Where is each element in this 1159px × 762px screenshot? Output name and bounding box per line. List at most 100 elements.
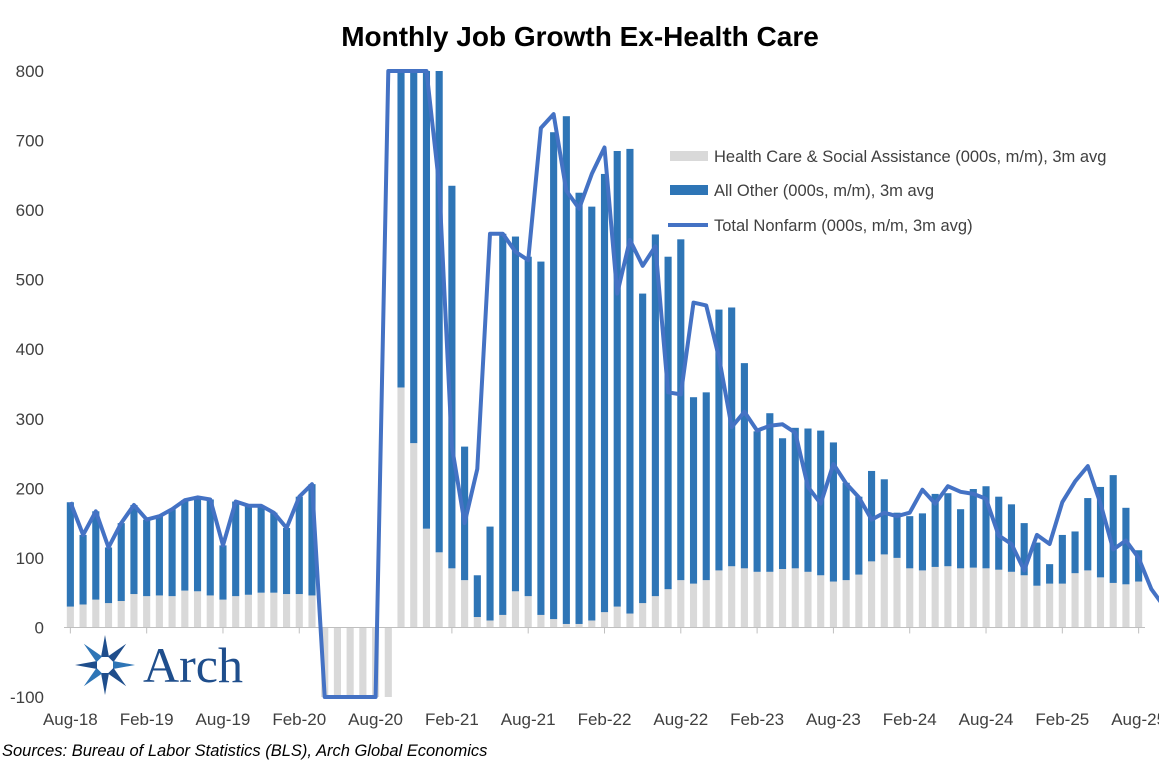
health-care-bar [410, 443, 418, 628]
all-other-bar [155, 516, 163, 596]
y-tick-label-9: -100 [10, 688, 44, 707]
health-care-bar [906, 568, 914, 628]
health-care-bar [1046, 583, 1054, 628]
health-care-bar [588, 620, 596, 628]
x-axis-ticks [69, 627, 1140, 634]
health-care-bar [550, 619, 558, 628]
all-other-bar [664, 256, 672, 590]
arch-star-icon [75, 635, 135, 695]
health-care-bar [651, 596, 659, 628]
all-other-bar [880, 479, 888, 555]
all-other-bar [702, 392, 710, 581]
health-care-bars [66, 387, 1143, 697]
health-care-bar [308, 595, 316, 628]
all-other-bar [422, 71, 431, 529]
all-other-bar [562, 116, 570, 624]
health-care-bar [728, 566, 736, 628]
x-tick-label-12: Aug-24 [959, 710, 1014, 729]
health-care-bar [600, 612, 609, 628]
all-other-bar [600, 173, 609, 613]
x-tick-label-6: Aug-21 [501, 710, 556, 729]
health-care-bar [168, 596, 176, 628]
all-other-bar [804, 428, 812, 572]
health-care-bar [206, 595, 214, 628]
health-care-bar [791, 568, 799, 628]
health-care-bar [486, 620, 494, 628]
legend-swatch-all-other [670, 185, 708, 195]
all-other-bar [778, 438, 787, 570]
health-care-bar [562, 623, 570, 628]
all-other-bar [766, 413, 774, 572]
health-care-bar [66, 606, 74, 628]
all-other-bar [588, 206, 596, 621]
health-care-bar [918, 570, 927, 628]
all-other-bar [486, 526, 494, 621]
source-note: Sources: Bureau of Labor Statistics (BLS… [2, 742, 487, 760]
health-care-bar [982, 568, 990, 628]
all-other-bar [1084, 498, 1092, 571]
all-other-bar [295, 496, 303, 595]
all-other-bar [397, 71, 405, 388]
health-care-bar [639, 603, 647, 628]
health-care-bar [448, 568, 456, 628]
health-care-bar [626, 613, 634, 628]
all-other-bar [1109, 475, 1117, 583]
all-other-bar [219, 545, 227, 600]
health-care-bar [435, 552, 443, 628]
all-other-bar [308, 484, 316, 596]
all-other-bar [575, 192, 583, 624]
x-tick-label-0: Aug-18 [43, 710, 98, 729]
health-care-bar [855, 574, 863, 628]
health-care-bar [1135, 581, 1143, 628]
health-care-bar [79, 604, 87, 628]
x-tick-label-10: Aug-23 [806, 710, 861, 729]
all-other-bar [270, 512, 278, 593]
all-other-bar [931, 493, 939, 567]
health-care-bar [537, 614, 545, 628]
health-care-bar [778, 569, 787, 628]
all-other-bar [244, 505, 252, 595]
all-other-bar [524, 256, 532, 597]
all-other-bar [410, 71, 418, 444]
health-care-bar [893, 557, 901, 628]
health-care-bar [461, 580, 469, 628]
arch-logo: Arch [75, 635, 243, 695]
all-other-bar [232, 501, 240, 597]
all-other-bar [168, 509, 176, 597]
health-care-bar [575, 623, 583, 628]
all-other-bar [499, 233, 507, 615]
y-tick-label-6: 200 [16, 479, 44, 498]
y-tick-label-1: 700 [16, 132, 44, 151]
x-tick-label-8: Aug-22 [653, 710, 708, 729]
all-other-bar [969, 489, 977, 568]
health-care-bar [944, 566, 952, 628]
all-other-bar [855, 496, 863, 575]
health-care-bar [969, 567, 977, 628]
health-care-bar [664, 589, 672, 628]
health-care-bar [1020, 575, 1028, 628]
health-care-bar [257, 592, 265, 628]
health-care-bar [92, 599, 100, 628]
health-care-bar [817, 575, 825, 628]
all-other-bar [957, 509, 965, 569]
health-care-bar [1007, 571, 1016, 628]
health-care-bar [104, 603, 113, 628]
all-other-bar [143, 519, 151, 597]
legend-label-total-nonfarm: Total Nonfarm (000s, m/m, 3m avg) [714, 217, 973, 235]
health-care-bar [1109, 582, 1117, 628]
health-care-bar [270, 592, 278, 628]
health-care-bar [295, 594, 303, 628]
all-other-bar [66, 502, 74, 607]
x-tick-label-13: Feb-25 [1035, 710, 1089, 729]
health-care-bar [143, 596, 151, 628]
chart-legend: Health Care & Social Assistance (000s, m… [668, 148, 1107, 235]
health-care-bar [677, 580, 685, 628]
all-other-bar [537, 261, 545, 615]
health-care-bar [1058, 583, 1066, 628]
all-other-bar [639, 293, 647, 604]
health-care-bar [321, 627, 329, 697]
y-tick-label-2: 600 [16, 201, 44, 220]
health-care-bar [1071, 573, 1079, 628]
health-care-bar [702, 580, 710, 628]
